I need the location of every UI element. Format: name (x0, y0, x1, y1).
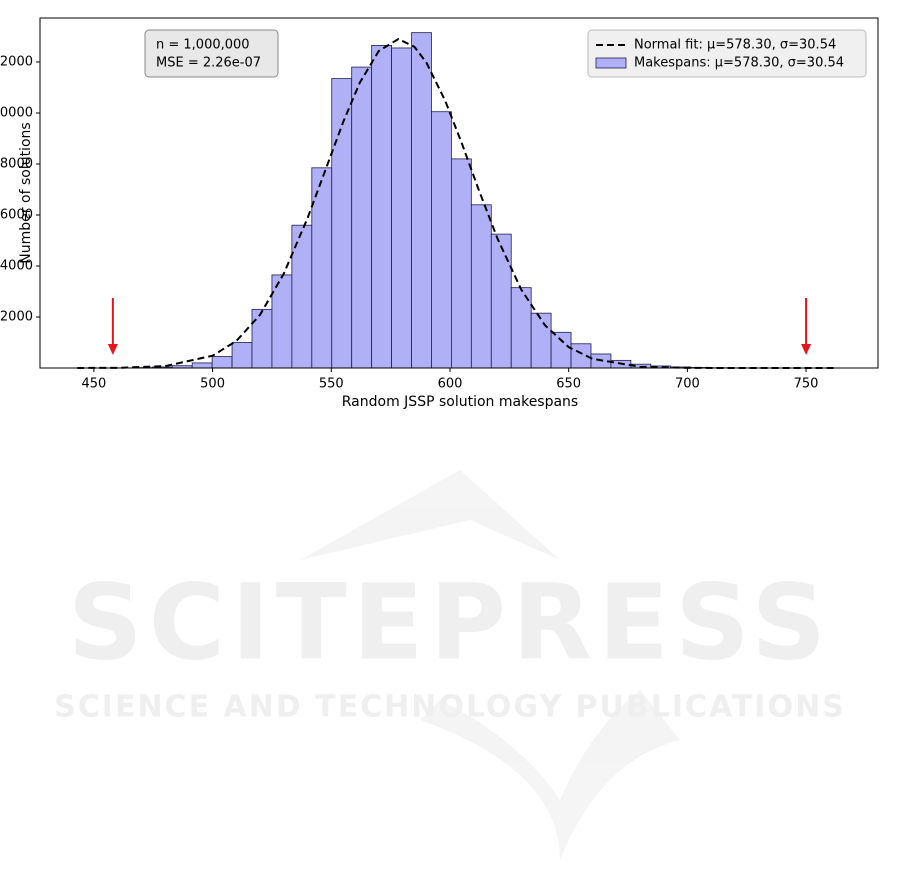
arrow (801, 298, 812, 355)
histogram-bar (271, 274, 293, 369)
arrow (107, 298, 118, 355)
histogram-bar (351, 66, 373, 369)
histogram-bar (530, 312, 552, 369)
histogram-bar (251, 308, 273, 369)
chart: 450 500 550 600 650 700 750 2000 4000 6000 8000 100… (0, 32, 837, 392)
histogram-bar (550, 331, 572, 369)
histogram-bar (311, 167, 333, 369)
annotation: MSE = 2.26e-07 (156, 56, 261, 71)
x-axis-label: Random JSSP solution makespans (342, 394, 578, 410)
y-tick-label: 12000 (0, 54, 33, 69)
y-tick-label: 2000 (0, 309, 33, 324)
watermark-logo (420, 690, 680, 860)
fit-line (77, 37, 837, 369)
histogram-bar (411, 32, 432, 369)
legend-label: Makespans: μ=578.30, σ=30.54 (634, 56, 844, 71)
histogram-bar (431, 111, 452, 369)
x-tick-label: 650 (556, 377, 581, 392)
legend-swatch (595, 57, 627, 69)
x-tick-label: 450 (81, 377, 106, 392)
watermark-title: SCITEPRESS (68, 561, 832, 683)
histogram-bar (490, 233, 512, 369)
y-tick-label: 10000 (0, 105, 33, 120)
watermark: SCITEPRESS SCIENCE AND TECHNOLOGY PUBLIC… (54, 470, 846, 860)
plot-frame (39, 17, 879, 369)
y-axis-label: Number of solutions (18, 122, 34, 263)
histogram-bar (211, 356, 233, 369)
watermark-logo (300, 470, 560, 560)
x-tick-label: 750 (794, 377, 819, 392)
x-tick-label: 700 (675, 377, 700, 392)
histogram-bar (470, 204, 492, 369)
arrow-head (107, 344, 118, 355)
legend (587, 29, 867, 78)
y-tick-label: 8000 (0, 156, 33, 171)
y-tick-label: 4000 (0, 258, 33, 273)
y-tick-label: 6000 (0, 207, 33, 222)
annotation: n = 1,000,000 (156, 38, 250, 53)
legend-label: Normal fit: μ=578.30, σ=30.54 (634, 38, 836, 53)
x-tick-label: 550 (319, 377, 344, 392)
info-box (144, 29, 279, 78)
x-tick-label: 500 (200, 377, 225, 392)
histogram-bar (231, 342, 253, 369)
histogram-bar (331, 78, 353, 369)
histogram-bar (371, 45, 392, 369)
histogram-bar (451, 158, 472, 369)
x-tick-label: 600 (438, 377, 463, 392)
histogram-bar (391, 47, 412, 369)
watermark-subtitle: SCIENCE AND TECHNOLOGY PUBLICATIONS (54, 690, 846, 725)
histogram-bar (191, 362, 213, 369)
arrow-head (801, 344, 812, 355)
